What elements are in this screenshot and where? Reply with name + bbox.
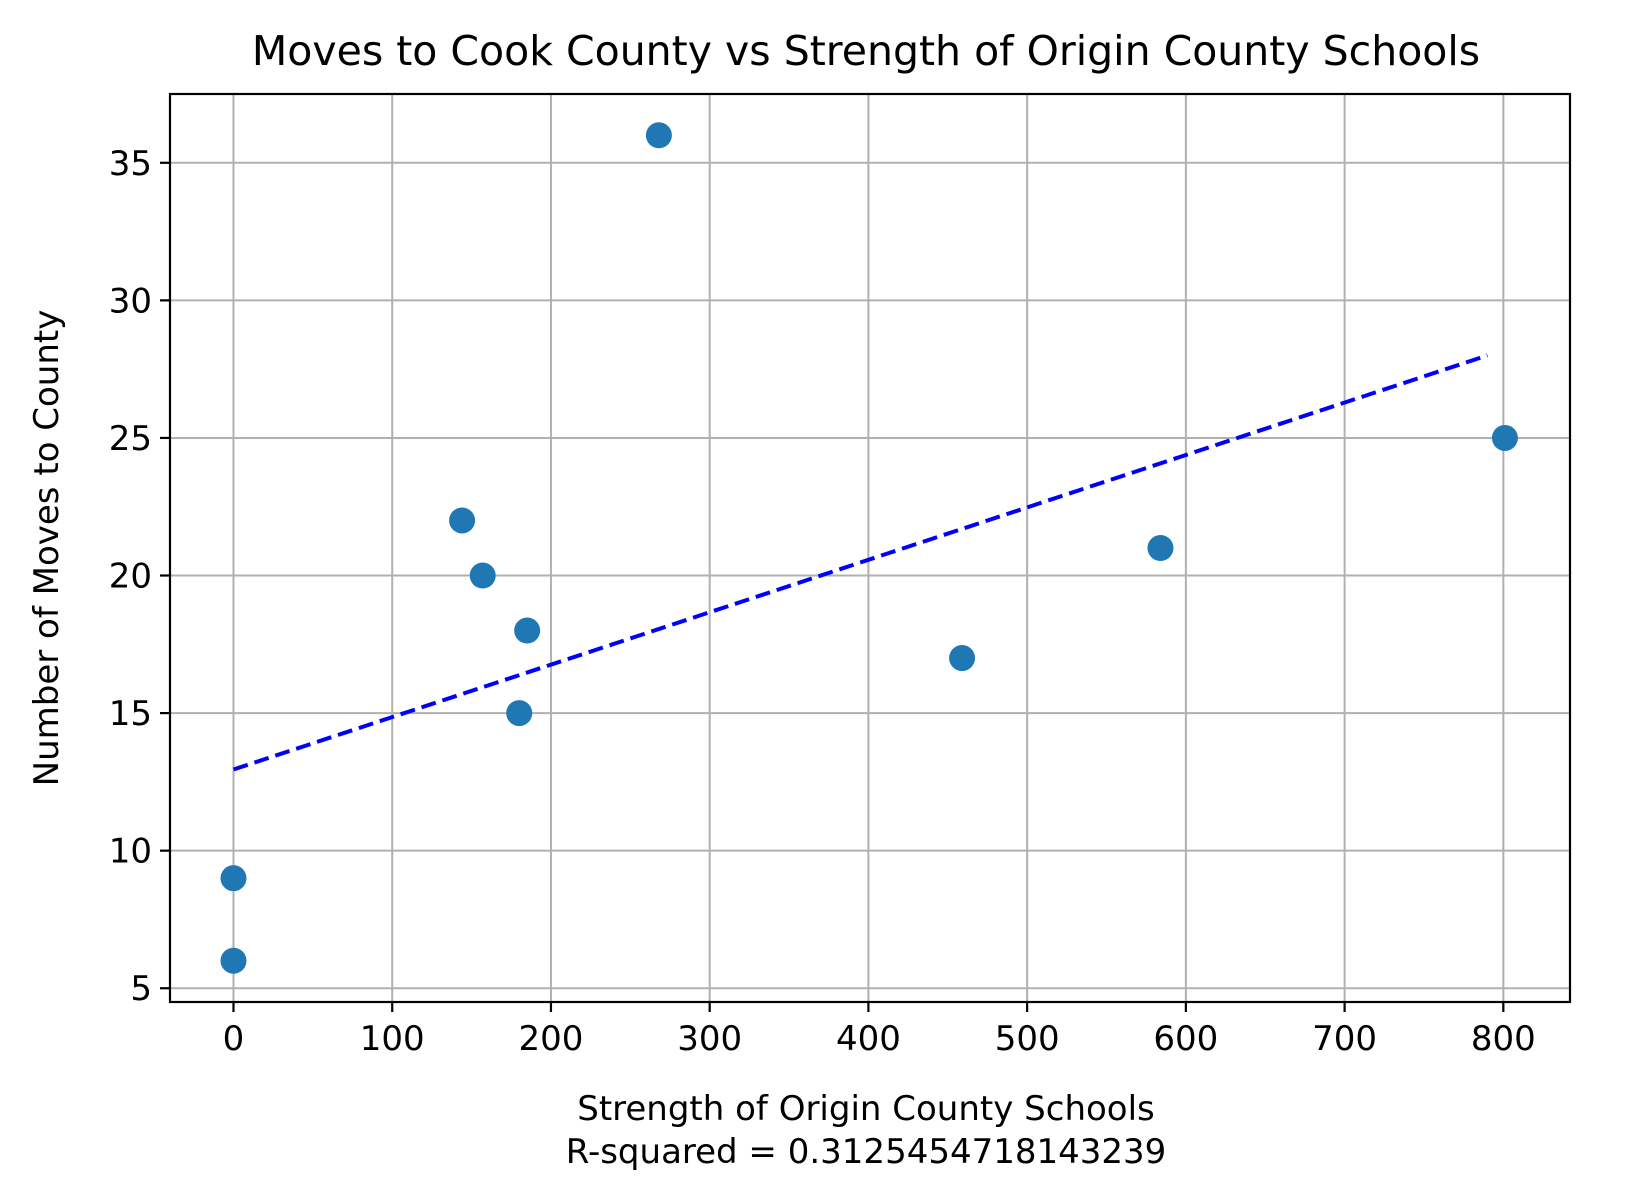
data-points: [220, 122, 1518, 974]
data-point: [1147, 535, 1174, 561]
y-tick-label: 35: [109, 144, 152, 184]
x-tick-label: 300: [677, 1019, 742, 1059]
data-point: [449, 507, 476, 534]
y-axis-ticks: 5 10 15 20 25 30 35: [109, 144, 170, 1009]
data-point: [514, 617, 541, 644]
data-point: [506, 700, 533, 727]
y-tick-label: 20: [109, 557, 152, 597]
chart-title: Moves to Cook County vs Strength of Orig…: [252, 27, 1480, 75]
x-tick-label: 0: [223, 1019, 245, 1059]
x-tick-label: 800: [1471, 1019, 1536, 1059]
y-tick-label: 5: [130, 969, 152, 1009]
x-axis-label: Strength of Origin County Schools: [577, 1089, 1155, 1129]
data-point: [220, 865, 247, 892]
x-axis-ticks: 0 100 200 300 400 500 600 700 800: [223, 1002, 1536, 1059]
y-tick-label: 25: [109, 419, 152, 459]
x-tick-label: 200: [518, 1019, 583, 1059]
x-tick-label: 700: [1312, 1019, 1377, 1059]
data-point: [645, 122, 672, 149]
y-tick-label: 15: [109, 694, 152, 734]
data-point: [949, 645, 976, 672]
x-tick-label: 400: [836, 1019, 901, 1059]
trendline-layer: [232, 353, 1489, 772]
x-tick-label: 500: [995, 1019, 1060, 1059]
y-tick-label: 10: [109, 832, 152, 872]
x-tick-label: 600: [1153, 1019, 1218, 1059]
trendline: [232, 353, 1489, 772]
x-tick-label: 100: [360, 1019, 425, 1059]
x-axis-sublabel: R-squared = 0.3125454718143239: [566, 1132, 1167, 1172]
data-point: [220, 947, 247, 974]
y-axis-label: Number of Moves to County: [27, 310, 67, 787]
y-tick-label: 30: [109, 281, 152, 321]
data-point: [1491, 424, 1518, 451]
plot-area-frame: [168, 92, 1572, 1004]
data-point: [469, 562, 496, 589]
